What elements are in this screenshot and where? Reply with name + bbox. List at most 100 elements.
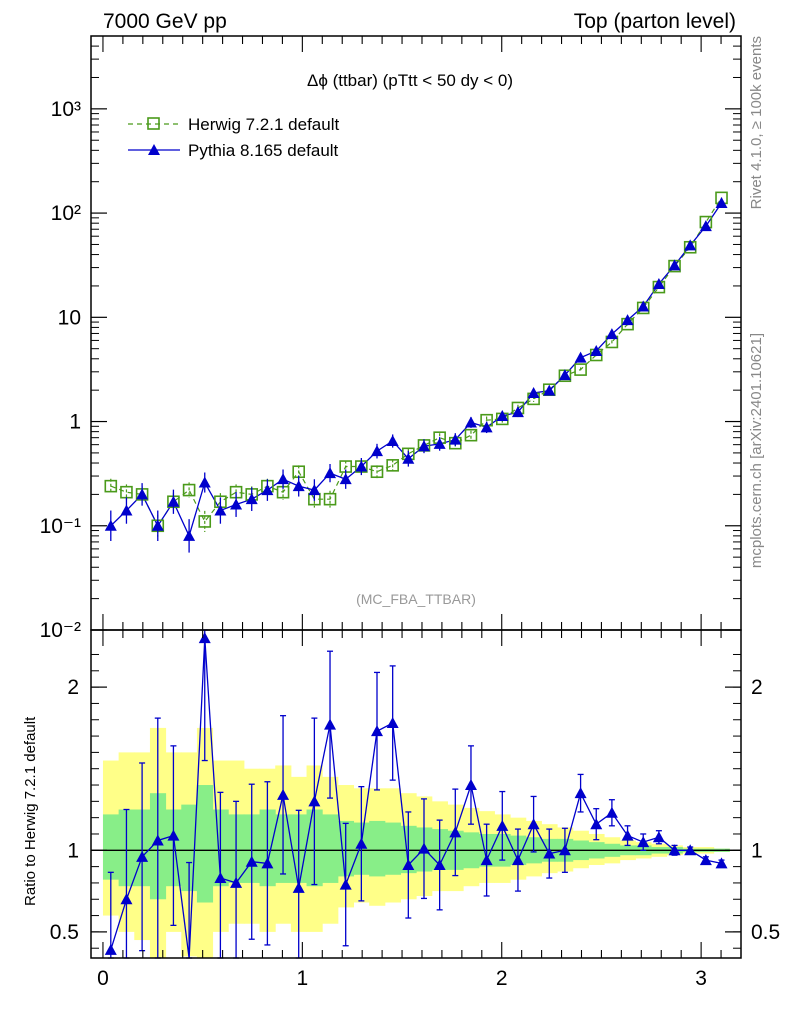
main-ytick-label: 10³ <box>51 98 81 121</box>
herwig-point <box>464 428 478 442</box>
ratio-point <box>277 788 290 800</box>
ratio-point <box>167 829 180 841</box>
ratio-point <box>120 893 133 905</box>
ratio-ytick-label-left: 1 <box>67 839 79 862</box>
pythia-point <box>245 493 258 505</box>
ratio-point <box>590 818 603 830</box>
main-ytick-label: 10⁻² <box>40 619 81 642</box>
ratio-xtick-label: 3 <box>695 967 707 990</box>
watermark: (MC_FBA_TTBAR) <box>356 591 476 607</box>
legend-pythia-marker <box>148 144 160 155</box>
pythia-point <box>684 239 697 251</box>
pythia-point <box>214 504 227 516</box>
pythia-point <box>543 384 556 396</box>
pythia-point <box>136 488 149 500</box>
main-panel: 10⁻² 10⁻¹ 1 10 10² 10³ Δϕ (ttbar) (pTtt < 50 … <box>40 35 742 642</box>
ratio-point <box>480 854 493 866</box>
ratio-point <box>261 857 274 869</box>
herwig-series-line <box>110 197 723 528</box>
legend-herwig-marker <box>147 117 160 130</box>
herwig-point <box>370 465 384 479</box>
ratio-point <box>637 836 650 848</box>
main-ytick-label: 10⁻¹ <box>40 515 81 538</box>
ratio-point <box>417 842 430 854</box>
ratio-point <box>104 943 117 955</box>
ratio-point <box>433 858 446 870</box>
herwig-point <box>182 483 196 497</box>
main-title: Δϕ (ttbar) (pTtt < 50 dy < 0) <box>307 71 513 90</box>
ratio-point <box>371 725 383 737</box>
ratio-band-inner <box>369 820 386 877</box>
ratio-point <box>527 818 540 830</box>
ratio-band-inner <box>384 822 401 875</box>
ratio-point <box>214 872 227 884</box>
ratio-band-inner <box>102 814 120 880</box>
ratio-frame <box>90 629 742 959</box>
pythia-point <box>574 351 587 363</box>
rivet-label: Rivet 4.1.0, ≥ 100k events <box>748 36 765 209</box>
ratio-point <box>511 854 524 866</box>
ratio-point <box>308 795 321 807</box>
pythia-point <box>433 437 446 449</box>
herwig-point <box>323 492 337 506</box>
pythia-point <box>277 473 290 485</box>
ratio-point <box>496 819 509 831</box>
pythia-point <box>527 386 540 398</box>
pythia-point <box>590 345 603 357</box>
pythia-point <box>292 480 305 492</box>
ratio-point <box>402 858 415 870</box>
ratio-point <box>292 881 305 893</box>
herwig-point <box>104 479 118 493</box>
ratio-point <box>668 844 681 856</box>
ratio-point <box>449 826 462 838</box>
pythia-point <box>104 519 117 531</box>
ratio-point <box>355 837 368 849</box>
ratio-ytick-label-left: 0.5 <box>50 921 79 944</box>
pythia-point <box>668 259 681 271</box>
ratio-xtick-label: 1 <box>297 967 309 990</box>
pythia-point <box>386 435 399 447</box>
pythia-point <box>652 277 665 289</box>
pythia-point <box>183 529 196 541</box>
pythia-point <box>198 476 211 488</box>
ratio-point <box>652 831 665 843</box>
herwig-point <box>198 515 212 528</box>
ratio-point <box>605 806 618 818</box>
pythia-point <box>480 421 493 433</box>
ratio-point <box>151 834 164 846</box>
pythia-point <box>151 519 164 531</box>
pythia-point <box>417 440 430 452</box>
pythia-point <box>605 328 618 340</box>
pythia-point <box>699 220 712 232</box>
ratio-point <box>464 779 477 791</box>
pythia-point <box>324 467 337 479</box>
pythia-point <box>261 484 274 496</box>
ratio-point <box>198 632 211 644</box>
mcplots-label: mcplots.cern.ch [arXiv:2401.10621] <box>748 333 765 568</box>
pythia-point <box>496 410 509 422</box>
ratio-ytick-label-right: 1 <box>751 839 763 862</box>
ratio-point <box>230 876 243 888</box>
pythia-point <box>637 300 650 312</box>
ratio-point <box>245 855 258 867</box>
ratio-point <box>715 857 728 869</box>
pythia-point <box>230 498 243 510</box>
ratio-point <box>136 850 149 862</box>
pythia-point <box>402 452 415 464</box>
main-ytick-label: 10² <box>51 202 81 225</box>
herwig-point <box>386 459 399 472</box>
pythia-point <box>308 484 321 496</box>
pythia-point <box>511 406 524 418</box>
ratio-xtick-label: 2 <box>496 967 508 990</box>
ratio-point <box>558 844 571 856</box>
ratio-point <box>574 787 587 799</box>
ratio-point <box>621 829 634 841</box>
header-right: Top (parton level) <box>574 10 736 33</box>
pythia-point <box>120 504 133 516</box>
pythia-point <box>715 196 728 208</box>
ratio-band-inner <box>196 785 214 903</box>
ratio-panel: 0.5 0.5 1 1 2 2 0 1 2 3 Ratio to Herwig 7.2.1 de… <box>22 629 780 990</box>
main-ytick-label: 10 <box>58 306 81 329</box>
ratio-point <box>543 847 556 859</box>
pythia-point <box>621 314 634 326</box>
